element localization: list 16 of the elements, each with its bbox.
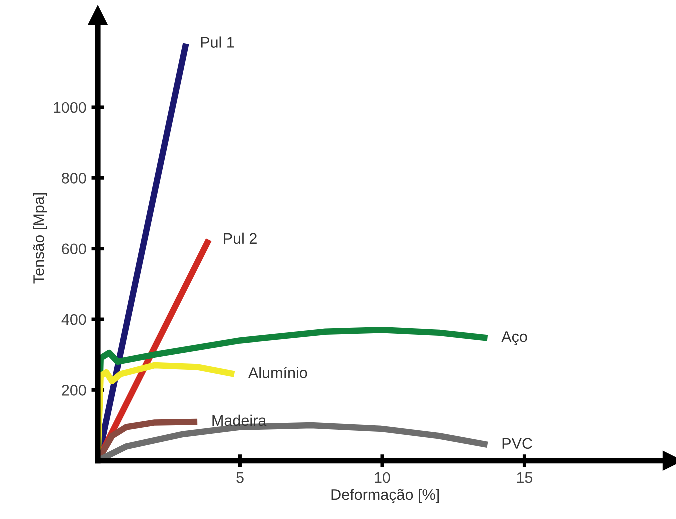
y-tick-label: 600 [62,244,86,255]
x-tick-label: 10 [375,472,390,484]
y-tick-label: 400 [62,314,86,326]
series-label: Alumínio [248,366,308,378]
series-label: Aço [502,332,528,346]
series-label: PVC [502,438,532,450]
y-tick-label: 1000 [54,102,86,114]
x-axis-title: Deformação [%] [332,489,439,504]
x-tick-label: 5 [236,472,244,484]
y-tick-label: 200 [62,385,86,396]
x-tick-label: 15 [517,472,533,484]
y-tick-label: 800 [62,173,86,184]
y-axis-title: Tensão [Mpa] [33,193,48,284]
series-label: Madeira [212,414,267,426]
series-label: Pul 1 [201,36,234,48]
series-label: Pul 2 [224,232,257,244]
